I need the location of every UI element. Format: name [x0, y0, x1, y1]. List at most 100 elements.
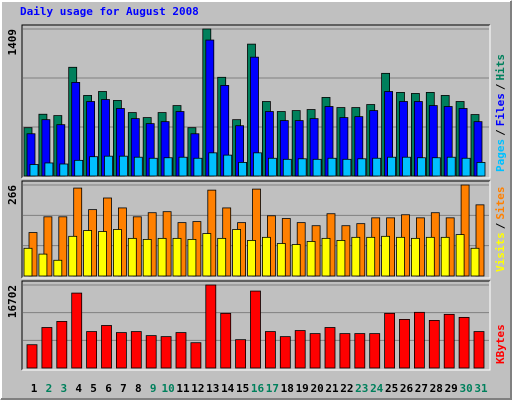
x-tick-label: 31 — [474, 382, 488, 395]
bar — [53, 259, 63, 277]
bar — [29, 164, 39, 177]
x-tick-label: 23 — [355, 382, 368, 395]
bar — [148, 157, 158, 177]
bar — [56, 321, 68, 369]
bar — [336, 240, 346, 277]
x-tick-label: 8 — [135, 382, 142, 395]
bar — [250, 290, 261, 369]
bar — [247, 240, 256, 277]
bar — [163, 157, 173, 177]
bar — [207, 189, 217, 277]
bar — [113, 229, 122, 277]
x-tick-label: 18 — [281, 382, 294, 395]
x-tick-label: 20 — [310, 382, 323, 395]
bar — [172, 237, 182, 277]
bar — [309, 333, 321, 369]
bar — [26, 344, 38, 369]
bar — [327, 157, 337, 177]
x-tick-label: 13 — [206, 382, 219, 395]
bar — [428, 320, 440, 369]
bar — [178, 156, 188, 177]
bar — [396, 236, 405, 277]
bar — [357, 158, 367, 177]
bar — [157, 237, 167, 277]
bar — [208, 152, 218, 177]
bar — [473, 331, 485, 369]
bar — [238, 162, 248, 177]
bar — [193, 157, 203, 177]
bar — [413, 311, 425, 369]
bar — [130, 331, 142, 369]
legend: KBytes — [494, 324, 507, 364]
bar — [101, 325, 112, 369]
bar — [41, 327, 53, 369]
bar — [116, 332, 127, 369]
bar — [339, 333, 351, 369]
chart-title: Daily usage for August 2008 — [20, 5, 199, 18]
bar — [402, 156, 411, 177]
bar — [98, 231, 107, 277]
bar — [133, 156, 143, 177]
panel-border — [22, 181, 491, 279]
bar — [127, 237, 137, 277]
bar — [399, 319, 410, 369]
bar — [324, 327, 336, 369]
x-tick-label: 14 — [221, 382, 235, 395]
bar — [253, 152, 262, 177]
bar — [312, 158, 322, 177]
bar — [381, 235, 391, 277]
bar — [205, 284, 217, 369]
legend-entry: Visits — [494, 232, 507, 272]
bar — [294, 330, 306, 369]
x-tick-label: 7 — [120, 382, 127, 395]
legend: Pages / Files / Hits — [494, 54, 507, 172]
bar — [282, 158, 292, 177]
legend-separator: / — [494, 222, 507, 229]
bar — [416, 157, 426, 177]
bar — [145, 335, 157, 369]
bar — [372, 157, 382, 177]
x-tick-label: 12 — [191, 382, 204, 395]
x-tick-label: 25 — [385, 382, 398, 395]
x-tick-label: 17 — [266, 382, 279, 395]
bar — [59, 163, 69, 177]
x-tick-label: 4 — [75, 382, 82, 395]
bar — [267, 157, 277, 177]
y-tick-label: 266 — [6, 185, 19, 205]
x-tick-label: 6 — [105, 382, 112, 395]
bar — [104, 155, 113, 177]
legend-entry: KBytes — [494, 324, 507, 364]
bar — [73, 187, 83, 277]
legend-separator: / — [494, 83, 507, 90]
bar — [43, 216, 53, 277]
legend-entry: Hits — [494, 54, 507, 81]
bar — [71, 292, 83, 369]
bar — [74, 159, 84, 177]
bar — [223, 154, 233, 177]
bar — [321, 237, 331, 277]
x-tick-label: 1 — [31, 382, 38, 395]
legend: Visits / Sites — [494, 187, 507, 273]
bar — [187, 238, 197, 277]
bar — [86, 331, 97, 369]
bar — [387, 156, 397, 177]
bar — [342, 158, 352, 177]
legend-separator: / — [494, 129, 507, 136]
bar — [443, 313, 455, 369]
bar — [440, 236, 450, 277]
bar — [217, 237, 227, 277]
x-tick-label: 19 — [296, 382, 309, 395]
bar — [460, 184, 470, 277]
x-tick-label: 10 — [161, 382, 174, 395]
bar — [306, 241, 316, 277]
legend-entry: Pages — [494, 139, 507, 172]
bar — [160, 336, 172, 369]
bar — [264, 331, 276, 369]
panel-border — [22, 281, 491, 371]
legend-entry: Sites — [494, 187, 507, 220]
bar — [458, 316, 470, 369]
bar — [83, 230, 92, 277]
bar — [384, 312, 396, 369]
